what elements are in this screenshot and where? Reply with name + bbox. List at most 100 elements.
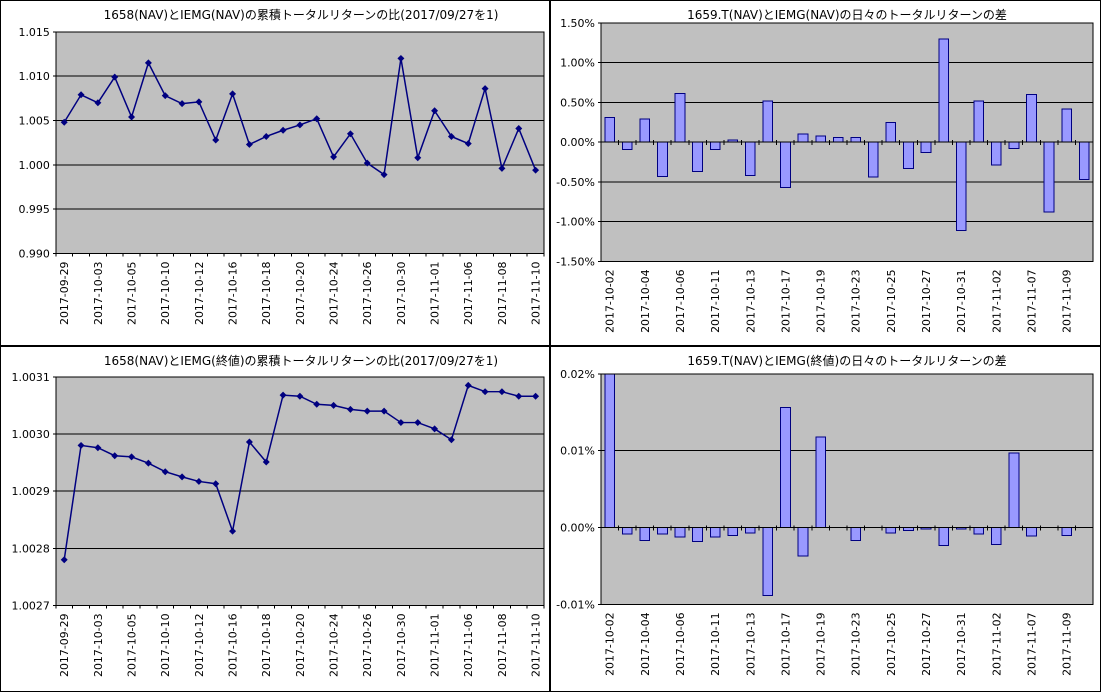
- x-axis-label: 2017-10-24: [328, 261, 341, 325]
- bar-2017-10-30: [938, 38, 949, 143]
- bar-2017-10-12: [727, 527, 739, 536]
- y-axis-label: -0.01%: [556, 598, 595, 611]
- x-axis-label: 2017-10-11: [709, 269, 722, 332]
- bar-2017-10-26: [903, 141, 914, 169]
- y-axis-label: 1.0030: [11, 428, 49, 441]
- marker-2017-11-09: [515, 125, 523, 132]
- bar-2017-11-02: [991, 527, 1002, 546]
- x-axis-label: 2017-11-07: [1025, 612, 1038, 675]
- x-axis-label: 2017-11-01: [429, 613, 442, 677]
- bar-2017-10-04: [639, 527, 651, 542]
- x-axis-label: 2017-10-02: [604, 269, 617, 332]
- y-axis-label: 0.00%: [560, 522, 595, 535]
- x-axis-label: 2017-10-20: [294, 613, 307, 677]
- bar-2017-10-06: [674, 527, 686, 538]
- chart-title: 1658(NAV)とIEMG(NAV)の累積トータルリターンの比(2017/09…: [103, 8, 499, 22]
- x-axis-label: 2017-10-19: [815, 612, 828, 675]
- marker-2017-10-03: [94, 99, 102, 107]
- marker-2017-11-08: [498, 388, 506, 396]
- bar-2017-10-19: [815, 436, 826, 529]
- chart-title: 1659.T(NAV)とIEMG(終値)の日々のトータルリターンの差: [687, 354, 1007, 368]
- x-axis-label: 2017-11-02: [990, 612, 1003, 675]
- line-chart-cumulative-ratio-close: 1.0031 1.0030 1.0029 1.0028 1.0027 2017-09-29…: [11, 371, 545, 677]
- bar-chart-daily-diff-nav: 1.50% 1.00% 0.50% 0.00% -0.50% -1.00% -1.50% 20…: [556, 17, 1094, 333]
- bar-2017-10-10: [692, 141, 703, 173]
- bar-2017-11-08: [1043, 141, 1055, 213]
- panel-daily-diff-close: 1659.T(NAV)とIEMG(終値)の日々のトータルリターンの差 0.02%…: [550, 346, 1101, 692]
- bar-chart-daily-diff-close: 0.02% 0.01% 0.00% -0.01% 2017-10-02 2017-10-0…: [556, 368, 1094, 676]
- bar-2017-11-09: [1061, 527, 1072, 536]
- bar-2017-10-25: [885, 527, 897, 534]
- x-axis-label: 2017-11-07: [1025, 269, 1038, 332]
- marker-2017-09-29: [60, 556, 68, 564]
- plot-area: [55, 31, 545, 254]
- x-axis-label: 2017-10-31: [955, 612, 968, 675]
- marker-2017-11-10: [532, 166, 540, 174]
- marker-2017-10-04: [111, 73, 119, 81]
- marker-2017-10-10: [161, 468, 169, 476]
- bar-2017-10-19: [815, 135, 826, 143]
- bar-2017-10-11: [709, 141, 721, 150]
- bar-2017-10-24: [867, 141, 879, 178]
- x-axis-label: 2017-11-01: [429, 261, 442, 325]
- marker-2017-10-13: [212, 480, 220, 488]
- marker-2017-10-06: [144, 459, 152, 467]
- x-axis-label: 2017-10-13: [744, 612, 757, 675]
- x-axis-label: 2017-11-06: [462, 261, 475, 325]
- marker-2017-10-13: [212, 136, 220, 144]
- y-axis-label: -0.50%: [556, 176, 595, 189]
- bar-2017-10-02: [604, 373, 616, 529]
- bar-2017-10-27: [920, 141, 932, 154]
- x-axis-label: 2017-10-31: [955, 269, 968, 332]
- y-axis-label: 0.01%: [560, 445, 595, 458]
- x-axis-label: 2017-10-30: [395, 261, 408, 325]
- bar-2017-10-03: [621, 141, 633, 150]
- marker-2017-10-20: [296, 121, 304, 129]
- marker-2017-10-17: [245, 438, 253, 446]
- y-axis-label: -1.00%: [556, 216, 595, 229]
- bar-2017-10-16: [762, 100, 774, 143]
- bar-2017-10-13: [744, 141, 756, 177]
- x-axis-label: 2017-10-25: [885, 612, 898, 675]
- y-axis-label: 0.50%: [560, 96, 595, 109]
- x-axis-label: 2017-11-06: [462, 613, 475, 677]
- bar-2017-10-16: [762, 527, 774, 596]
- x-axis-label: 2017-10-26: [361, 261, 374, 325]
- x-axis-label: 2017-10-17: [779, 612, 792, 675]
- x-axis-label: 2017-10-04: [639, 612, 652, 675]
- x-axis-label: 2017-10-13: [744, 269, 757, 332]
- bar-2017-10-11: [709, 527, 721, 538]
- bar-2017-11-02: [991, 141, 1002, 166]
- x-axis-label: 2017-10-10: [159, 613, 172, 677]
- bar-2017-10-18: [797, 133, 809, 143]
- bar-2017-10-23: [850, 527, 862, 542]
- marker-2017-10-05: [128, 453, 136, 461]
- x-axis-label: 2017-10-27: [920, 612, 933, 675]
- y-axis-label: 1.000: [18, 159, 49, 172]
- x-axis-label: 2017-10-19: [815, 269, 828, 332]
- bar-2017-10-05: [657, 141, 668, 177]
- marker-2017-11-08: [498, 164, 506, 172]
- x-axis-label: 2017-10-18: [260, 613, 273, 677]
- x-axis-label: 2017-09-29: [58, 613, 71, 677]
- y-axis-label: 1.0031: [11, 371, 49, 384]
- bar-2017-10-30: [938, 527, 949, 546]
- bar-2017-11-07: [1026, 93, 1037, 143]
- x-axis-label: 2017-09-29: [58, 261, 71, 325]
- x-axis-label: 2017-10-12: [193, 261, 206, 325]
- x-axis-label: 2017-10-04: [639, 269, 652, 332]
- panel-cumulative-ratio-close: 1658(NAV)とIEMG(終値)の累積トータルリターンの比(2017/09/…: [0, 346, 550, 692]
- marker-2017-10-02: [77, 441, 85, 449]
- x-axis-label: 2017-10-06: [674, 269, 687, 332]
- line-chart-cumulative-ratio-nav: 1.015 1.010 1.005 1.000 0.995 0.990 2017-09-29…: [18, 26, 545, 325]
- x-axis-label: 2017-11-10: [530, 613, 543, 677]
- marker-2017-11-02: [447, 436, 455, 444]
- marker-2017-10-12: [195, 477, 203, 485]
- marker-2017-10-16: [229, 90, 237, 98]
- y-axis-label: 1.00%: [560, 57, 595, 70]
- chart-title: 1659.T(NAV)とIEMG(NAV)の日々のトータルリターンの差: [687, 8, 1007, 22]
- panel-daily-diff-nav: 1659.T(NAV)とIEMG(NAV)の日々のトータルリターンの差 1.50…: [550, 0, 1101, 346]
- x-axis-label: 2017-10-03: [92, 613, 105, 677]
- x-axis-label: 2017-10-17: [779, 269, 792, 332]
